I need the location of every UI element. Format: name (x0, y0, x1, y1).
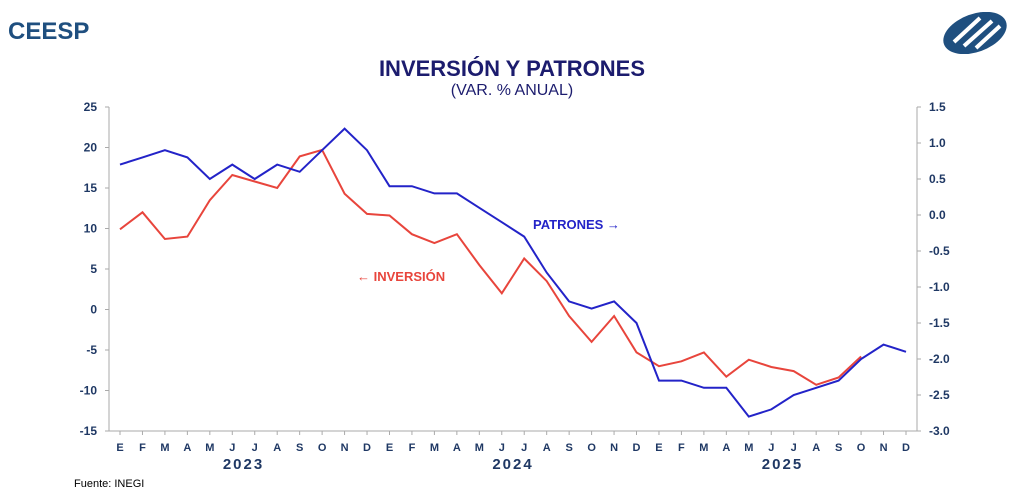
month-label: A (453, 442, 461, 454)
month-label: M (430, 442, 439, 454)
month-label: A (183, 442, 191, 454)
month-label: O (318, 442, 327, 454)
left-tick-label: 25 (84, 100, 98, 114)
month-label: J (229, 442, 235, 454)
right-tick-label: -1.0 (929, 280, 950, 294)
month-label: N (341, 442, 349, 454)
year-label: 2024 (492, 456, 533, 473)
right-tick-label: -2.5 (929, 388, 950, 402)
month-label: D (902, 442, 910, 454)
left-tick-label: 0 (90, 303, 97, 317)
right-tick-label: -0.5 (929, 244, 950, 258)
ceesp-logo-icon (943, 12, 1007, 54)
month-label: M (475, 442, 484, 454)
series-line-patrones (119, 127, 907, 418)
month-label: D (363, 442, 371, 454)
month-label: S (565, 442, 572, 454)
chart-title: INVERSIÓN Y PATRONES (378, 56, 646, 81)
month-label: N (610, 442, 618, 454)
month-label: J (521, 442, 527, 454)
month-label: M (744, 442, 753, 454)
chart-subtitle: (VAR. % ANUAL) (450, 82, 574, 99)
month-label: A (543, 442, 551, 454)
left-tick-label: 10 (84, 222, 98, 236)
month-label: O (587, 442, 596, 454)
month-label: A (722, 442, 730, 454)
ceesp-logo-text: CEESP (8, 18, 90, 45)
inversion-annotation: ← INVERSIÓN (357, 269, 445, 284)
left-tick-label: 15 (84, 181, 98, 195)
month-label: J (252, 442, 258, 454)
year-label: 2023 (223, 456, 264, 473)
right-tick-label: 1.5 (929, 100, 946, 114)
month-label: J (768, 442, 774, 454)
left-tick-label: -10 (80, 384, 98, 398)
month-label: F (409, 442, 416, 454)
month-label: F (678, 442, 685, 454)
right-tick-label: 0.5 (929, 172, 946, 186)
source-note: Fuente: INEGI (74, 478, 145, 490)
month-label: A (812, 442, 820, 454)
left-tick-label: 5 (90, 262, 97, 276)
month-label: J (791, 442, 797, 454)
month-label: E (386, 442, 393, 454)
left-tick-label: -5 (86, 343, 97, 357)
month-label: S (835, 442, 842, 454)
month-label: S (296, 442, 303, 454)
month-label: O (857, 442, 866, 454)
month-label: E (116, 442, 123, 454)
left-tick-label: -15 (80, 424, 98, 438)
left-tick-label: 20 (84, 141, 98, 155)
patrones-annotation: PATRONES → (533, 217, 620, 232)
month-label: M (205, 442, 214, 454)
month-label: N (880, 442, 888, 454)
right-tick-label: -2.0 (929, 352, 950, 366)
month-label: A (273, 442, 281, 454)
month-label: D (633, 442, 641, 454)
right-tick-label: -1.5 (929, 316, 950, 330)
month-label: M (699, 442, 708, 454)
month-label: F (139, 442, 146, 454)
month-label: M (160, 442, 169, 454)
right-tick-label: -3.0 (929, 424, 950, 438)
right-tick-label: 0.0 (929, 208, 946, 222)
month-label: J (499, 442, 505, 454)
series-line-inversin (119, 148, 862, 386)
right-tick-label: 1.0 (929, 136, 946, 150)
month-label: E (655, 442, 662, 454)
year-label: 2025 (762, 456, 803, 473)
